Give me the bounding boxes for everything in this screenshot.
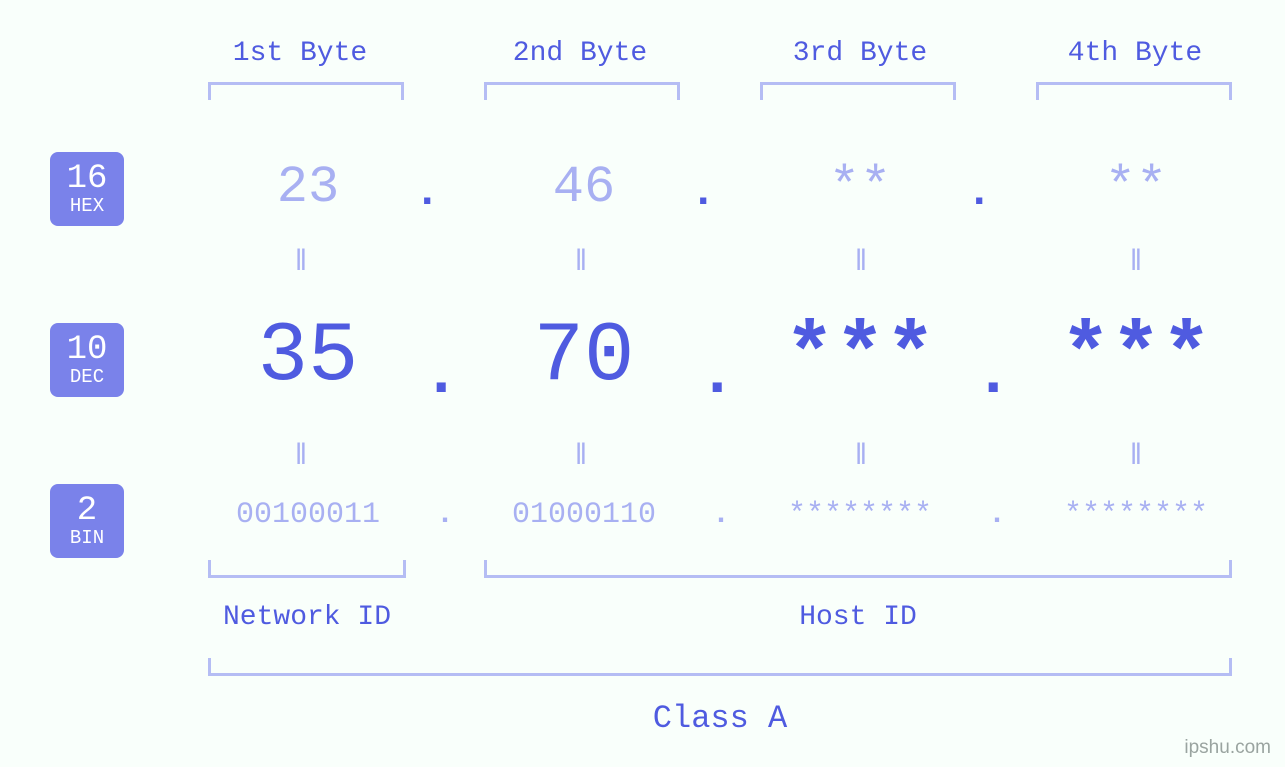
class-bracket — [208, 658, 1232, 676]
bin-byte-1: 00100011 — [180, 498, 436, 532]
badge-hex: 16 HEX — [50, 152, 124, 226]
host-id-label: Host ID — [484, 602, 1232, 633]
dec-dot-1: . — [422, 340, 460, 412]
header-bracket-2 — [484, 82, 680, 100]
hex-byte-1: 23 — [210, 158, 406, 217]
hex-byte-2: 46 — [486, 158, 682, 217]
hex-byte-4: ** — [1038, 158, 1234, 217]
class-label: Class A — [208, 700, 1232, 737]
byte-header-3: 3rd Byte — [725, 38, 995, 69]
dec-dot-2: . — [698, 340, 736, 412]
badge-dec-num: 10 — [50, 332, 124, 369]
badge-bin-num: 2 — [50, 493, 124, 530]
badge-bin: 2 BIN — [50, 484, 124, 558]
network-id-label: Network ID — [208, 602, 406, 633]
badge-bin-label: BIN — [50, 528, 124, 549]
eq-2-2: ǁ — [572, 440, 587, 474]
hex-byte-3: ** — [762, 158, 958, 217]
hex-dot-1: . — [414, 168, 440, 218]
header-bracket-3 — [760, 82, 956, 100]
hex-dot-3: . — [966, 168, 992, 218]
host-id-bracket — [484, 560, 1232, 578]
badge-hex-num: 16 — [50, 161, 124, 198]
eq-1-1: ǁ — [292, 246, 307, 280]
badge-dec-label: DEC — [50, 367, 124, 388]
bin-dot-1: . — [436, 498, 454, 532]
eq-1-3: ǁ — [852, 246, 867, 280]
eq-1-2: ǁ — [572, 246, 587, 280]
eq-2-4: ǁ — [1127, 440, 1142, 474]
byte-header-1: 1st Byte — [165, 38, 435, 69]
header-bracket-4 — [1036, 82, 1232, 100]
eq-2-1: ǁ — [292, 440, 307, 474]
bin-dot-2: . — [712, 498, 730, 532]
network-id-bracket — [208, 560, 406, 578]
dec-byte-2: 70 — [476, 310, 692, 405]
byte-header-2: 2nd Byte — [445, 38, 715, 69]
bin-byte-2: 01000110 — [456, 498, 712, 532]
header-bracket-1 — [208, 82, 404, 100]
bin-byte-3: ******** — [732, 498, 988, 532]
hex-dot-2: . — [690, 168, 716, 218]
bin-dot-3: . — [988, 498, 1006, 532]
eq-2-3: ǁ — [852, 440, 867, 474]
dec-byte-3: *** — [752, 310, 968, 405]
dec-dot-3: . — [974, 340, 1012, 412]
badge-dec: 10 DEC — [50, 323, 124, 397]
watermark: ipshu.com — [1184, 737, 1271, 759]
dec-byte-4: *** — [1028, 310, 1244, 405]
dec-byte-1: 35 — [200, 310, 416, 405]
byte-header-4: 4th Byte — [1000, 38, 1270, 69]
bin-byte-4: ******** — [1008, 498, 1264, 532]
badge-hex-label: HEX — [50, 196, 124, 217]
eq-1-4: ǁ — [1127, 246, 1142, 280]
